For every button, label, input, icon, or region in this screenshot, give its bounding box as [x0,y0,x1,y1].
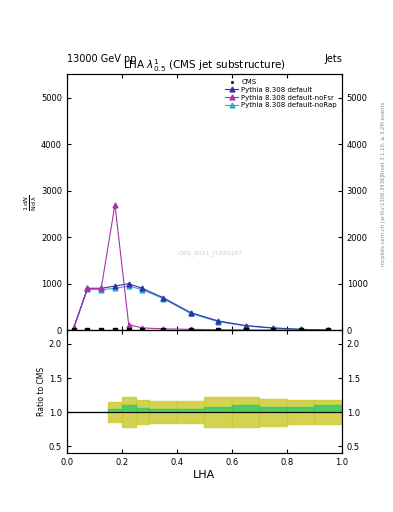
Text: CMS_2021_I1920187: CMS_2021_I1920187 [177,250,242,257]
Legend: CMS, Pythia 8.308 default, Pythia 8.308 default-noFsr, Pythia 8.308 default-noRa: CMS, Pythia 8.308 default, Pythia 8.308 … [224,78,338,110]
Text: 13000 GeV pp: 13000 GeV pp [67,54,136,64]
Text: Rivet 3.1.10, ≥ 3.2M events: Rivet 3.1.10, ≥ 3.2M events [381,101,386,175]
X-axis label: LHA: LHA [193,470,215,480]
Y-axis label: $\frac{1}{\mathrm{N}} \frac{\mathrm{d}N}{\mathrm{d}\,\mathrm{\lambda}}$: $\frac{1}{\mathrm{N}} \frac{\mathrm{d}N}… [23,194,39,210]
Text: Jets: Jets [324,54,342,64]
Y-axis label: Ratio to CMS: Ratio to CMS [37,367,46,416]
Title: LHA $\lambda^{1}_{0.5}$ (CMS jet substructure): LHA $\lambda^{1}_{0.5}$ (CMS jet substru… [123,57,286,74]
Text: mcplots.cern.ch [arXiv:1306.3436]: mcplots.cern.ch [arXiv:1306.3436] [381,175,386,266]
